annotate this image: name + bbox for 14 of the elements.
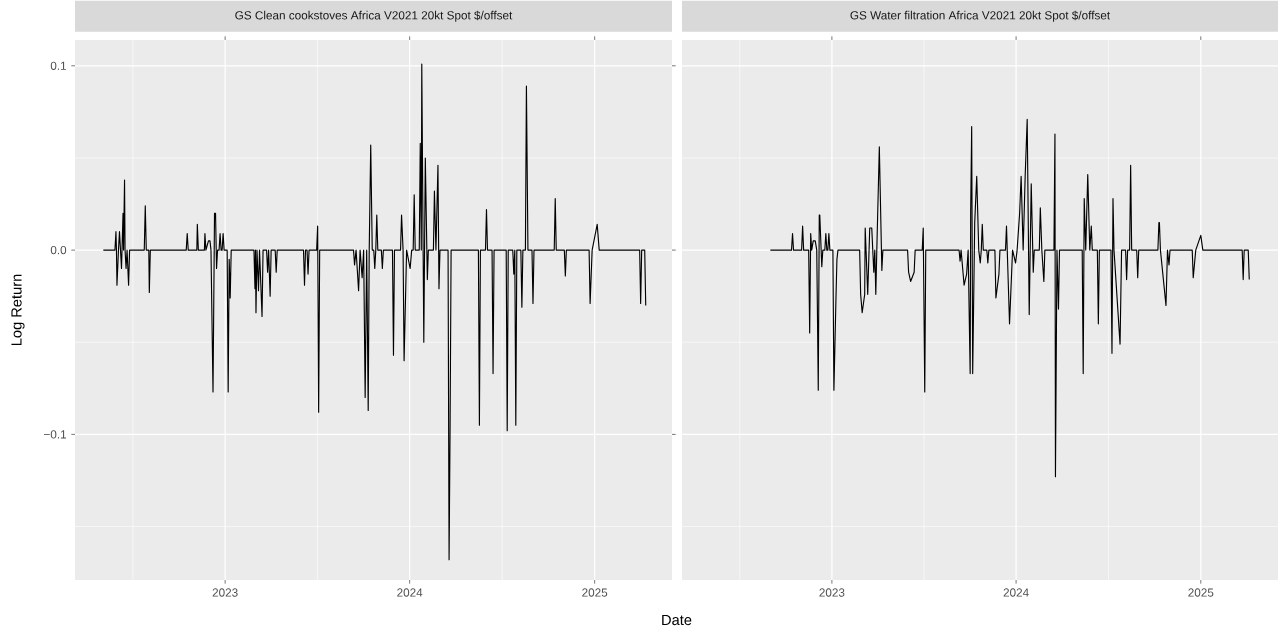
y-tick-label: 0.1 [50,61,67,70]
x-tick-label: 2025 [1188,588,1214,597]
x-axis-title: Date [662,614,692,626]
y-tick-label: 0.0 [50,245,67,255]
chart-title: GS Water filtration Africa V2021 20kt Spot $/offset [850,10,1111,22]
x-tick-label: 2023 [212,588,238,597]
chart-title: GS Clean cookstoves Africa V2021 20kt Spot $/offset [235,10,513,22]
x-tick-label: 2023 [819,588,845,597]
y-axis-title: Log Return [11,274,25,346]
x-tick-label: 2024 [397,588,423,597]
x-tick-label: 2025 [582,588,608,597]
y-tick-label: −0.1 [44,430,67,439]
x-tick-label: 2024 [1003,588,1029,597]
line-series [102,63,647,561]
